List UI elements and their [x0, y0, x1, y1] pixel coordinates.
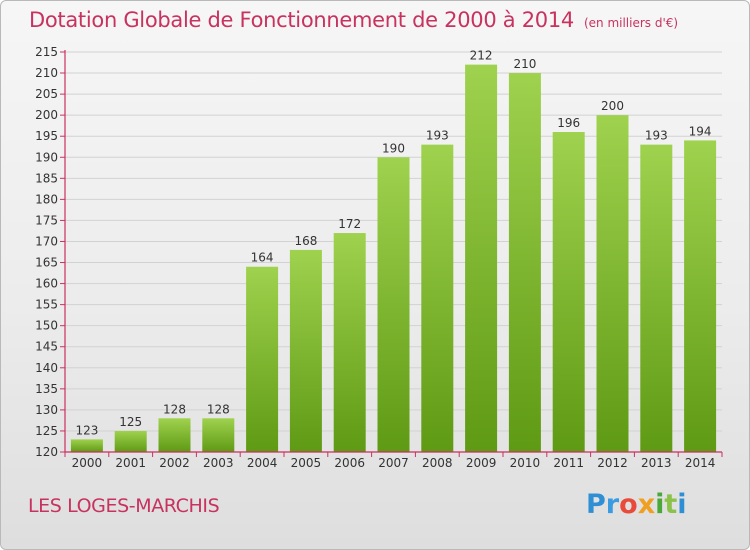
x-tick-label: 2010: [510, 456, 541, 470]
commune-name: LES LOGES-MARCHIS: [28, 495, 220, 517]
y-tick-label: 160: [35, 277, 58, 291]
x-tick-label: 2011: [553, 456, 584, 470]
y-tick-label: 205: [35, 87, 58, 101]
chart-title-text: Dotation Globale de Fonctionnement de 20…: [29, 8, 574, 32]
x-tick-label: 2008: [422, 456, 453, 470]
y-tick-label: 200: [35, 108, 58, 122]
data-label: 200: [601, 99, 624, 113]
y-tick-label: 120: [35, 445, 58, 459]
y-tick-label: 155: [35, 298, 58, 312]
data-label: 196: [557, 116, 580, 130]
bar: [684, 140, 717, 452]
bars-group: 123 125 128 128 164 168 172 190 193 212 210 196 200 1…: [70, 49, 717, 452]
logo-letter: i: [655, 489, 665, 520]
bar: [596, 115, 629, 452]
bar: [70, 439, 103, 452]
data-label: 193: [645, 129, 668, 143]
x-tick-label: 2006: [334, 456, 365, 470]
x-tick-label: 2005: [291, 456, 322, 470]
logo-letter: P: [586, 489, 606, 520]
logo-letter: x: [637, 489, 656, 520]
y-tick-label: 145: [35, 340, 58, 354]
bar: [114, 430, 147, 452]
logo-letter: i: [677, 489, 687, 520]
y-tick-label: 175: [35, 213, 58, 227]
chart-subtitle: (en milliers d'€): [583, 16, 679, 30]
bar: [421, 144, 454, 452]
bar: [508, 73, 541, 452]
bar: [333, 233, 366, 452]
bar: [640, 144, 673, 452]
bar: [158, 418, 191, 452]
proxiti-logo: Proxiti: [586, 489, 687, 520]
x-tick-label: 2001: [115, 456, 146, 470]
data-label: 123: [75, 423, 98, 437]
bar: [465, 64, 498, 452]
x-tick-label: 2012: [597, 456, 628, 470]
y-tick-label: 140: [35, 361, 58, 375]
chart-title: Dotation Globale de Fonctionnement de 20…: [29, 8, 678, 32]
x-tick-label: 2014: [685, 456, 716, 470]
x-axis-labels: 2000 2001 2002 2003 2004 2005 2006 2007 2008 2009…: [64, 452, 723, 470]
data-label: 128: [207, 402, 230, 416]
data-label: 194: [689, 124, 712, 138]
y-axis-ticks: 120 125 130 135 140 145 150 155 160 165 170 175 180 1…: [35, 45, 65, 459]
data-label: 190: [382, 141, 405, 155]
y-tick-label: 185: [35, 171, 58, 185]
x-tick-label: 2004: [247, 456, 278, 470]
logo-letter: t: [664, 489, 678, 520]
data-label: 212: [470, 49, 493, 63]
logo-letter: o: [619, 489, 638, 520]
x-tick-label: 2003: [203, 456, 234, 470]
y-tick-label: 125: [35, 424, 58, 438]
data-label: 210: [513, 57, 536, 71]
y-tick-label: 180: [35, 192, 58, 206]
x-tick-label: 2002: [159, 456, 190, 470]
bar: [289, 249, 322, 452]
data-label: 125: [119, 415, 142, 429]
data-label: 168: [294, 234, 317, 248]
data-label: 128: [163, 402, 186, 416]
x-tick-label: 2007: [378, 456, 409, 470]
y-tick-label: 150: [35, 319, 58, 333]
x-tick-label: 2009: [466, 456, 497, 470]
y-tick-label: 165: [35, 256, 58, 270]
y-tick-label: 170: [35, 234, 58, 248]
axes: [64, 50, 722, 453]
bar: [202, 418, 235, 452]
y-tick-label: 135: [35, 382, 58, 396]
data-label: 193: [426, 129, 449, 143]
y-tick-label: 195: [35, 129, 58, 143]
data-label: 172: [338, 217, 361, 231]
bar: [246, 266, 279, 452]
y-tick-label: 210: [35, 66, 58, 80]
y-tick-label: 130: [35, 403, 58, 417]
x-tick-label: 2000: [72, 456, 103, 470]
bar: [377, 157, 410, 452]
bar: [552, 132, 585, 452]
logo-letter: r: [605, 489, 620, 520]
x-tick-label: 2013: [641, 456, 672, 470]
y-tick-label: 190: [35, 150, 58, 164]
y-tick-label: 215: [35, 45, 58, 59]
data-label: 164: [251, 251, 274, 265]
